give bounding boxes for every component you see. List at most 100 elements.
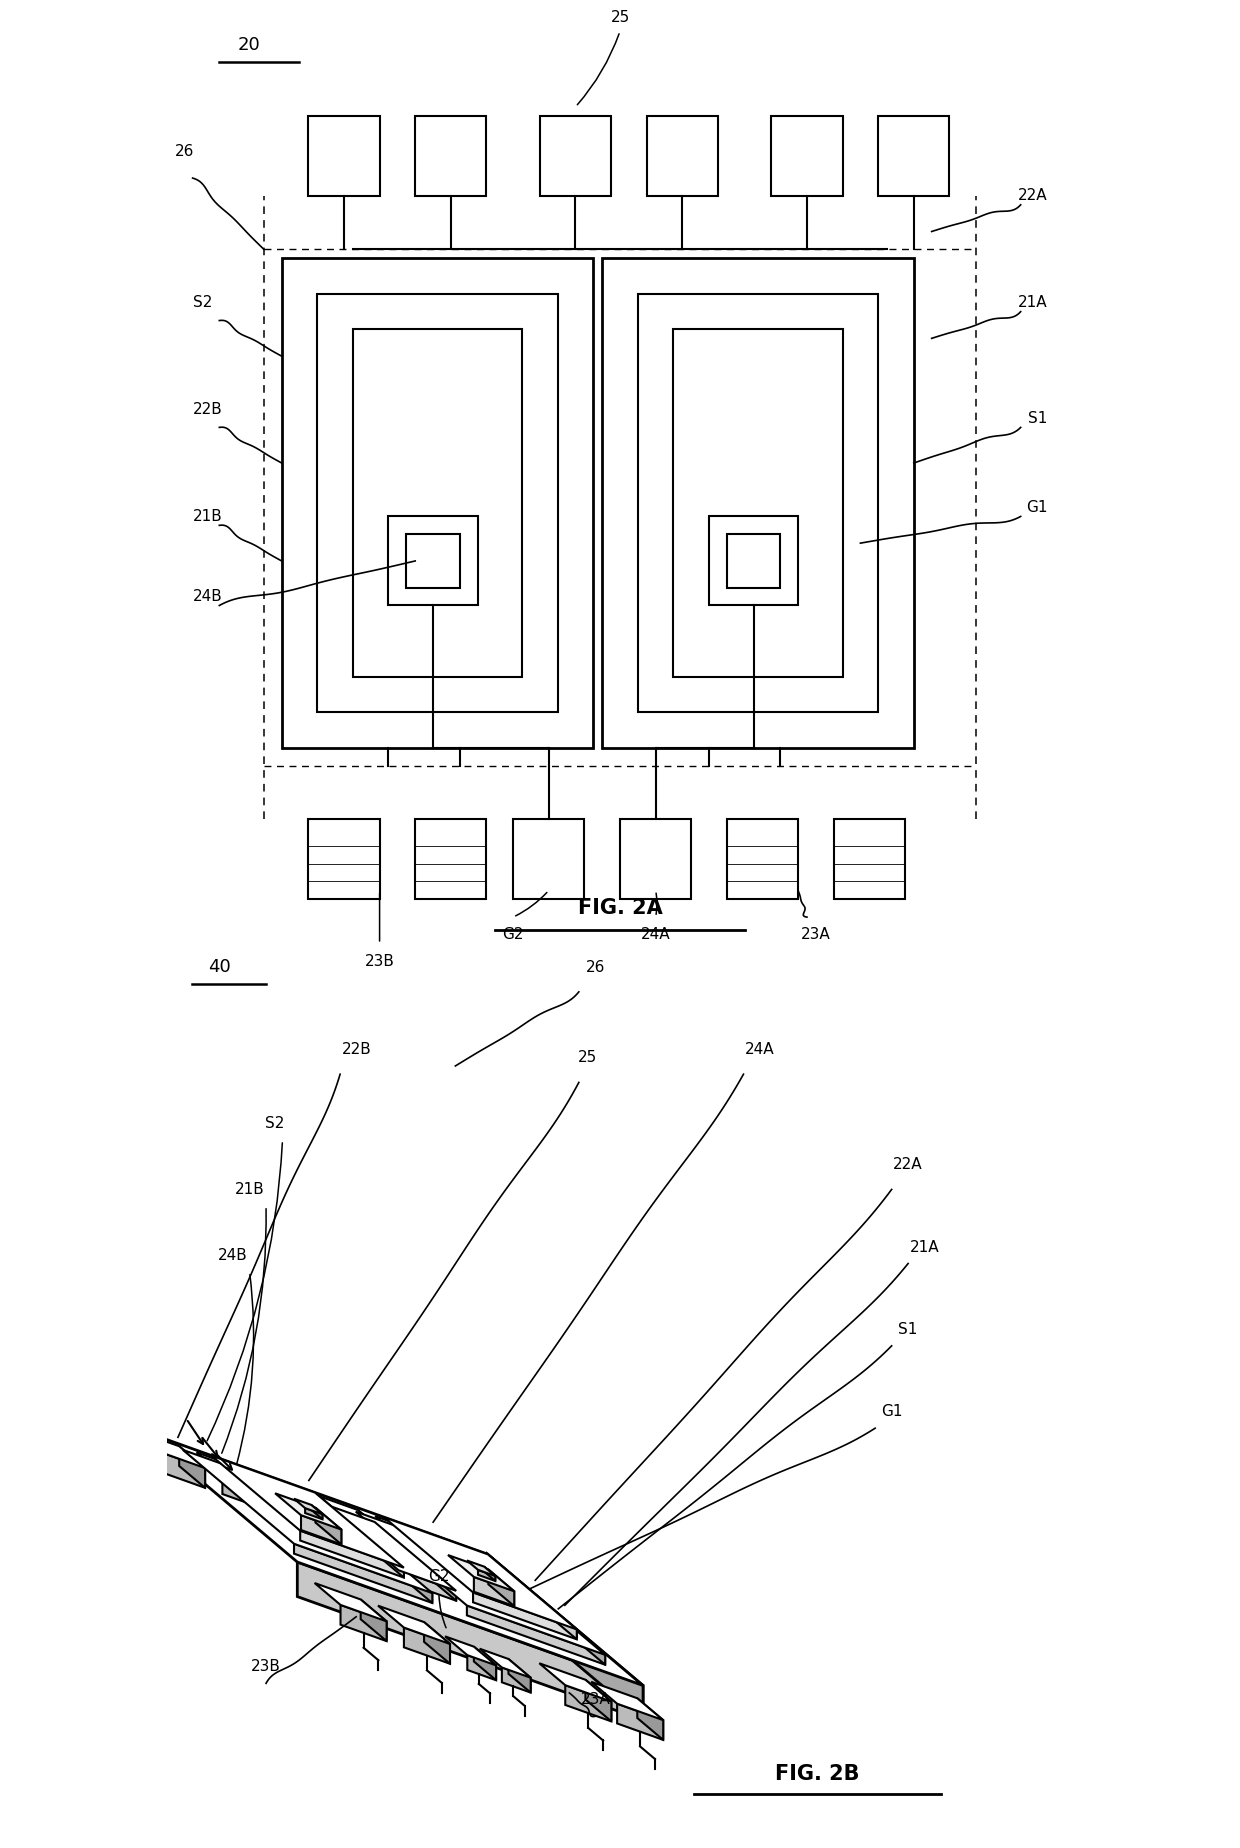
Polygon shape bbox=[133, 1430, 205, 1467]
Polygon shape bbox=[472, 1593, 577, 1639]
Polygon shape bbox=[298, 1562, 644, 1720]
Bar bbox=[281, 259, 593, 748]
Polygon shape bbox=[294, 1499, 322, 1514]
Bar bbox=[388, 516, 477, 606]
Polygon shape bbox=[445, 1635, 496, 1665]
Polygon shape bbox=[618, 1704, 663, 1741]
Text: 22A: 22A bbox=[1018, 188, 1048, 203]
Polygon shape bbox=[182, 1451, 433, 1593]
Polygon shape bbox=[321, 1499, 433, 1602]
Text: G2: G2 bbox=[428, 1569, 450, 1584]
Polygon shape bbox=[315, 1584, 387, 1621]
Polygon shape bbox=[374, 1515, 448, 1554]
Polygon shape bbox=[243, 1469, 269, 1510]
Polygon shape bbox=[141, 1430, 644, 1685]
Text: 21B: 21B bbox=[192, 508, 222, 525]
Polygon shape bbox=[301, 1515, 341, 1545]
Bar bbox=[647, 116, 718, 196]
Polygon shape bbox=[508, 1660, 531, 1693]
Bar bbox=[407, 534, 460, 588]
Bar bbox=[317, 294, 558, 711]
Text: 23B: 23B bbox=[365, 954, 394, 968]
Text: 22B: 22B bbox=[192, 403, 222, 418]
Bar bbox=[353, 329, 522, 676]
Polygon shape bbox=[315, 1508, 341, 1545]
Polygon shape bbox=[401, 1538, 448, 1574]
Polygon shape bbox=[196, 1453, 269, 1491]
Bar bbox=[727, 819, 799, 900]
Text: 26: 26 bbox=[585, 959, 605, 974]
Text: S1: S1 bbox=[1028, 410, 1048, 427]
Text: 40: 40 bbox=[208, 957, 231, 976]
Text: FIG. 2A: FIG. 2A bbox=[578, 898, 662, 918]
Polygon shape bbox=[477, 1569, 495, 1580]
Polygon shape bbox=[502, 1667, 531, 1693]
Polygon shape bbox=[378, 1606, 450, 1645]
Polygon shape bbox=[404, 1628, 450, 1663]
Polygon shape bbox=[565, 1685, 611, 1720]
Polygon shape bbox=[305, 1508, 322, 1519]
Polygon shape bbox=[159, 1453, 205, 1488]
Text: 23A: 23A bbox=[801, 928, 831, 942]
Polygon shape bbox=[467, 1560, 495, 1576]
Polygon shape bbox=[467, 1656, 496, 1680]
Text: 25: 25 bbox=[578, 1050, 596, 1064]
Text: FIG. 2B: FIG. 2B bbox=[775, 1763, 859, 1783]
Polygon shape bbox=[637, 1698, 663, 1741]
Bar bbox=[415, 116, 486, 196]
Bar bbox=[637, 294, 878, 711]
Text: 24B: 24B bbox=[218, 1247, 248, 1262]
Polygon shape bbox=[179, 1447, 205, 1488]
Text: 23B: 23B bbox=[250, 1660, 281, 1674]
Text: 26: 26 bbox=[175, 144, 195, 159]
Polygon shape bbox=[222, 1475, 269, 1510]
Bar bbox=[309, 116, 379, 196]
Text: 21A: 21A bbox=[1018, 296, 1048, 310]
Polygon shape bbox=[487, 1554, 644, 1720]
Polygon shape bbox=[539, 1663, 611, 1702]
Polygon shape bbox=[424, 1623, 450, 1663]
Text: 23A: 23A bbox=[580, 1693, 610, 1708]
Polygon shape bbox=[398, 1571, 456, 1600]
Text: S2: S2 bbox=[192, 296, 212, 310]
Text: 21A: 21A bbox=[910, 1240, 940, 1255]
Polygon shape bbox=[374, 1523, 456, 1600]
Text: S2: S2 bbox=[264, 1116, 284, 1131]
Polygon shape bbox=[315, 1493, 404, 1578]
Polygon shape bbox=[489, 1569, 515, 1606]
Text: 22A: 22A bbox=[893, 1157, 923, 1172]
Text: 25: 25 bbox=[610, 11, 630, 26]
Text: 20: 20 bbox=[237, 35, 260, 54]
Bar bbox=[620, 819, 691, 900]
Polygon shape bbox=[361, 1600, 387, 1641]
Polygon shape bbox=[358, 1510, 383, 1552]
Polygon shape bbox=[384, 1517, 577, 1630]
Bar bbox=[415, 819, 486, 900]
Bar bbox=[603, 259, 914, 748]
Polygon shape bbox=[448, 1554, 515, 1591]
Polygon shape bbox=[484, 1567, 495, 1580]
Bar bbox=[673, 329, 843, 676]
Polygon shape bbox=[300, 1530, 404, 1578]
Polygon shape bbox=[487, 1554, 577, 1639]
Polygon shape bbox=[311, 1504, 322, 1519]
Text: 24B: 24B bbox=[192, 590, 222, 604]
Text: G1: G1 bbox=[880, 1404, 903, 1419]
Bar bbox=[539, 116, 611, 196]
Polygon shape bbox=[211, 1456, 404, 1567]
Text: G2: G2 bbox=[502, 928, 525, 942]
Polygon shape bbox=[317, 1501, 456, 1591]
Polygon shape bbox=[337, 1515, 383, 1552]
Text: 21B: 21B bbox=[234, 1183, 264, 1198]
Polygon shape bbox=[341, 1604, 387, 1641]
Bar bbox=[513, 819, 584, 900]
Text: 22B: 22B bbox=[342, 1042, 372, 1057]
Polygon shape bbox=[356, 1512, 605, 1654]
Polygon shape bbox=[467, 1606, 605, 1665]
Bar bbox=[771, 116, 843, 196]
Bar bbox=[878, 116, 950, 196]
Text: 24A: 24A bbox=[745, 1042, 775, 1057]
Text: G1: G1 bbox=[1025, 501, 1048, 516]
Text: S1: S1 bbox=[899, 1321, 918, 1336]
Polygon shape bbox=[275, 1493, 341, 1530]
